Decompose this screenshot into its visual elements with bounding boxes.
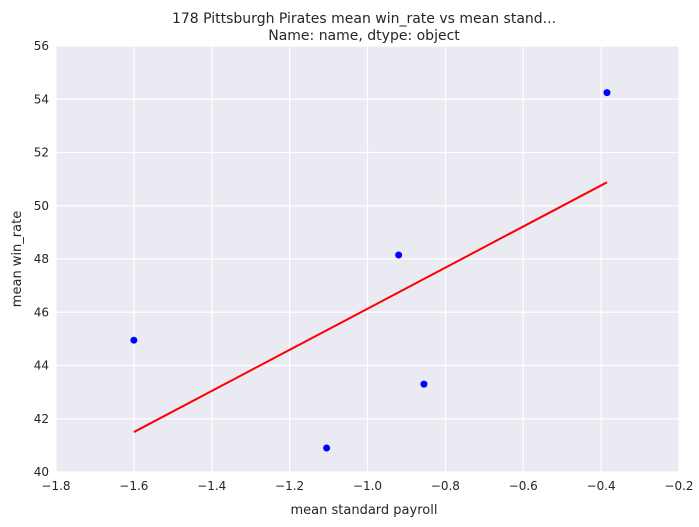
x-tick-label: −1.4 xyxy=(197,479,226,493)
x-tick-label: −1.0 xyxy=(353,479,382,493)
x-tick-label: −0.6 xyxy=(509,479,538,493)
x-tick-label: −1.6 xyxy=(119,479,148,493)
chart-title-line-1: 178 Pittsburgh Pirates mean win_rate vs … xyxy=(172,11,556,27)
y-tick-label: 50 xyxy=(34,199,49,213)
data-point xyxy=(395,251,403,259)
y-tick-label: 48 xyxy=(34,252,49,266)
chart-title-line-2: Name: name, dtype: object xyxy=(268,28,460,44)
data-point xyxy=(130,336,138,344)
y-tick-label: 44 xyxy=(34,359,49,373)
y-tick-label: 46 xyxy=(34,305,49,319)
x-tick-label: −1.8 xyxy=(41,479,70,493)
y-tick-label: 40 xyxy=(34,465,49,479)
data-points xyxy=(130,89,611,452)
x-axis-label: mean standard payroll xyxy=(291,503,438,518)
data-point xyxy=(323,444,331,452)
x-tick-label: −1.2 xyxy=(275,479,304,493)
x-tick-label: −0.8 xyxy=(431,479,460,493)
fit-line xyxy=(133,181,608,433)
y-axis-label: mean win_rate xyxy=(10,211,25,307)
y-tick-label: 42 xyxy=(34,412,49,426)
y-tick-label: 54 xyxy=(34,92,49,106)
data-point xyxy=(420,380,428,388)
y-tick-label: 52 xyxy=(34,146,49,160)
y-tick-label: 56 xyxy=(34,39,49,53)
x-tick-label: −0.4 xyxy=(587,479,616,493)
grid-lines xyxy=(55,45,680,473)
y-tick-labels: 40 42 44 46 48 50 52 54 56 xyxy=(34,39,49,479)
x-tick-labels: −1.8 −1.6 −1.4 −1.2 −1.0 −0.8 −0.6 −0.4 −0.2 xyxy=(41,479,693,493)
x-tick-label: −0.2 xyxy=(664,479,693,493)
data-point xyxy=(603,89,611,97)
